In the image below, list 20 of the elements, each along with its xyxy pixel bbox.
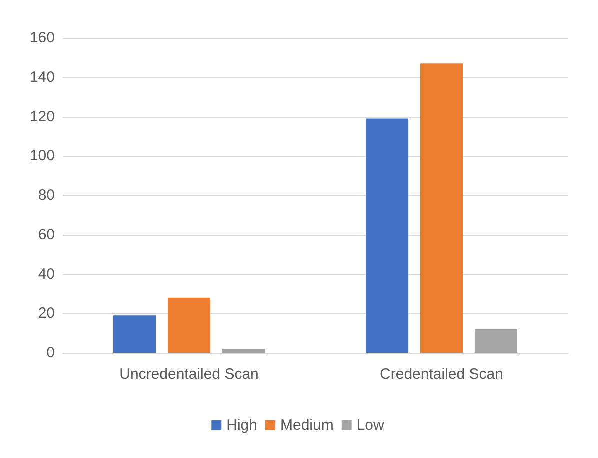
bar [168,298,211,353]
y-tick-label: 100 [30,148,55,165]
y-tick-label: 40 [38,266,55,283]
bar [366,118,409,353]
bar [420,64,464,353]
y-tick-label: 0 [46,344,55,362]
legend-label: Medium [280,417,334,434]
x-tick-label: Credentailed Scan [380,366,504,383]
bar [222,349,265,353]
y-tick-label: 60 [38,226,55,244]
legend-label: Low [356,417,385,434]
x-tick-label: Uncredentailed Scan [120,366,259,383]
legend-label: High [226,417,258,434]
y-tick-label: 80 [38,187,55,204]
y-tick-label: 120 [30,108,55,126]
y-tick-label: 20 [38,305,55,322]
bar [474,329,518,353]
y-tick-label: 160 [30,30,55,46]
y-tick-label: 140 [30,68,55,86]
bar [114,316,156,353]
